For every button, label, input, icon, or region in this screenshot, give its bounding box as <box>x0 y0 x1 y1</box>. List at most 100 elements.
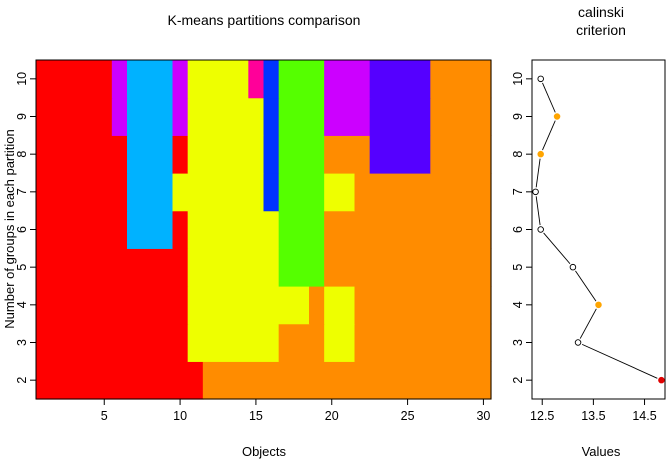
criterion-title-line2: criterion <box>576 22 626 38</box>
criterion-x-label: Values <box>582 444 621 459</box>
criterion-line-segment <box>535 158 541 188</box>
heatmap-cell-g9-o11-15 <box>187 97 265 136</box>
heatmap-cell-g6-o11-16 <box>187 210 280 249</box>
heatmap-cell-g10-o16-16 <box>263 60 280 99</box>
heatmap-y-tick-label: 3 <box>15 339 29 346</box>
criterion-line-segment <box>535 196 541 226</box>
heatmap-cell-g10-o7-9 <box>127 60 174 99</box>
heatmap-y-tick-label: 7 <box>15 188 29 195</box>
heatmap-x-tick-label: 10 <box>173 409 187 423</box>
criterion-line-segment <box>581 343 658 379</box>
criterion-x-axis: 12.5 13.5 14.5 <box>530 399 657 423</box>
heatmap-cell-g8-o20-22 <box>324 135 371 174</box>
heatmap-cell-g9-o27-30 <box>430 97 492 136</box>
criterion-y-tick-label: 8 <box>511 151 525 158</box>
criterion-title-line1: calinski <box>578 4 624 20</box>
heatmap-y-axis: 2 3 4 5 6 7 8 9 10 <box>15 72 36 384</box>
heatmap-title: K-means partitions comparison <box>168 12 361 28</box>
heatmap-cell-g10-o20-22 <box>324 60 371 99</box>
heatmap-y-tick-label: 2 <box>15 377 29 384</box>
criterion-point-9 <box>553 113 561 120</box>
heatmap-cell-g4-o1-10 <box>36 286 189 325</box>
criterion-y-tick-label: 3 <box>511 339 525 346</box>
criterion-y-tick-label: 2 <box>511 377 525 384</box>
heatmap-cell-g7-o17-19 <box>278 173 325 212</box>
heatmap-cell-g10-o17-19 <box>278 60 325 99</box>
heatmap-cell-g10-o1-5 <box>36 60 113 99</box>
criterion-point-4 <box>595 301 602 309</box>
criterion-y-tick-label: 4 <box>511 301 525 308</box>
heatmap-cell-g9-o17-19 <box>278 97 325 136</box>
heatmap-cell-g7-o10-15 <box>172 173 265 212</box>
criterion-point-2 <box>658 376 665 384</box>
heatmap-cell-g2-o1-11 <box>36 361 204 400</box>
heatmap-cell-g7-o1-6 <box>36 173 128 212</box>
heatmap-y-tick-label: 4 <box>15 301 29 308</box>
heatmap-cell-g9-o23-26 <box>369 97 431 136</box>
heatmap-cell-g6-o20-30 <box>324 210 492 249</box>
heatmap-x-label: Objects <box>242 444 287 459</box>
criterion-y-tick-label: 7 <box>511 188 525 195</box>
heatmap-cell-g10-o23-26 <box>369 60 431 99</box>
heatmap-cell-g2-o12-30 <box>202 361 492 400</box>
heatmap-cell-g7-o20-21 <box>324 173 356 212</box>
heatmap-cell-g8-o7-9 <box>127 135 174 174</box>
heatmap-cell-g5-o11-16 <box>187 248 280 287</box>
heatmap-cell-g4-o22-30 <box>354 286 492 325</box>
criterion-point-7 <box>532 188 539 196</box>
heatmap-x-tick-label: 20 <box>325 409 339 423</box>
criterion-point-6 <box>537 226 544 233</box>
heatmap-x-tick-label: 15 <box>249 409 263 423</box>
criterion-plot <box>532 75 665 384</box>
heatmap-y-tick-label: 8 <box>15 151 29 158</box>
heatmap-cell-g3-o20-21 <box>324 323 356 362</box>
heatmap-cell-g8-o10-10 <box>172 135 189 174</box>
heatmap-cell-g10-o6-6 <box>111 60 128 99</box>
heatmap-x-tick-label: 25 <box>401 409 415 423</box>
heatmap-y-label: Number of groups in each partition <box>2 129 17 328</box>
heatmap-y-tick-label: 6 <box>15 226 29 233</box>
heatmap-cell-g3-o22-30 <box>354 323 492 362</box>
heatmap-cell-g9-o10-10 <box>172 97 189 136</box>
heatmap-cell-g4-o19-19 <box>309 286 325 325</box>
heatmap-cell-g6-o1-6 <box>36 210 128 249</box>
heatmap-x-axis: 5 10 15 20 25 30 <box>101 399 490 423</box>
heatmap-x-tick-label: 30 <box>476 409 490 423</box>
heatmap-cell-g9-o7-9 <box>127 97 174 136</box>
heatmap-cell-g5-o20-30 <box>324 248 492 287</box>
criterion-line-segment <box>575 270 597 302</box>
heatmap-cell-g7-o16-16 <box>263 173 280 212</box>
heatmap-cell-g4-o11-18 <box>187 286 310 325</box>
criterion-point-8 <box>537 150 544 158</box>
heatmap-cell-g7-o22-30 <box>354 173 492 212</box>
heatmap-cell-g4-o20-21 <box>324 286 356 325</box>
criterion-line-segment <box>542 120 556 151</box>
heatmap-cell-g3-o17-19 <box>278 323 325 362</box>
criterion-frame <box>531 59 666 400</box>
criterion-x-tick-label: 14.5 <box>632 409 656 423</box>
criterion-x-tick-label: 12.5 <box>530 409 554 423</box>
heatmap-cell-g10-o10-10 <box>172 60 189 99</box>
heatmap-cell-g10-o15-15 <box>248 60 265 99</box>
heatmap-cell-g6-o7-9 <box>127 210 174 249</box>
heatmap-cell-g8-o11-15 <box>187 135 265 174</box>
heatmap-y-tick-label: 5 <box>15 264 29 271</box>
criterion-x-tick-label: 13.5 <box>581 409 605 423</box>
heatmap-cell-g8-o23-26 <box>369 135 431 174</box>
criterion-y-tick-label: 6 <box>511 226 525 233</box>
heatmap-x-tick-label: 5 <box>101 409 108 423</box>
criterion-point-5 <box>569 263 577 271</box>
heatmap-cell-g8-o27-30 <box>430 135 492 174</box>
heatmap-y-tick-label: 9 <box>15 113 29 120</box>
heatmap-cell-g5-o17-19 <box>278 248 325 287</box>
heatmap-cell-g9-o6-6 <box>111 97 128 136</box>
heatmap-y-tick-label: 10 <box>15 72 29 86</box>
heatmap-cell-g6-o17-19 <box>278 210 325 249</box>
criterion-y-tick-label: 10 <box>511 72 525 86</box>
criterion-line-segment <box>543 232 571 265</box>
heatmap-cell-g8-o1-6 <box>36 135 128 174</box>
criterion-y-axis: 2 3 4 5 6 7 8 9 10 <box>511 72 532 384</box>
heatmap-cell-g3-o1-10 <box>36 323 189 362</box>
heatmap-cell-g9-o1-5 <box>36 97 113 136</box>
